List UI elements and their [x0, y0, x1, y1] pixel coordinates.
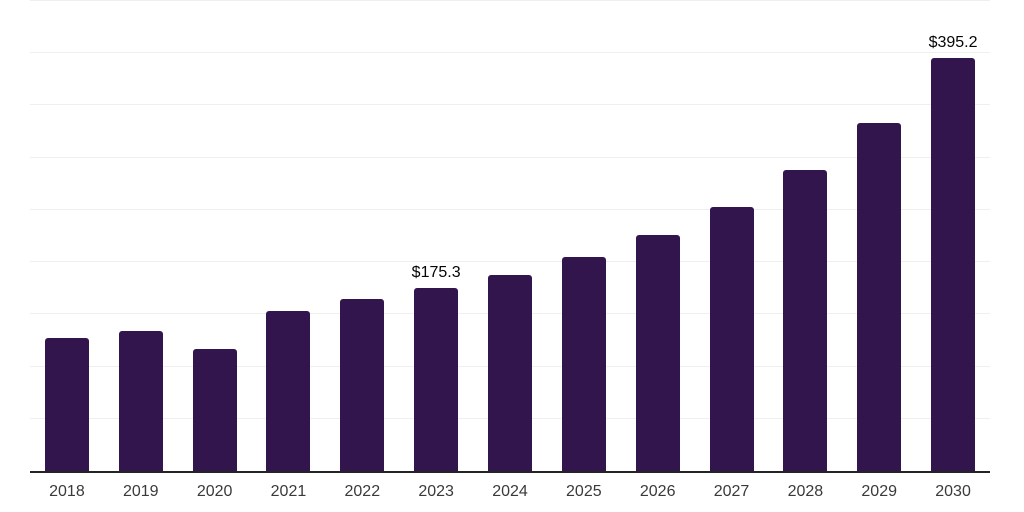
bar-2024 [487, 274, 532, 471]
bar-2030 [931, 58, 976, 471]
x-tick-label-2030: 2030 [935, 483, 971, 500]
bar-slot-2019 [104, 0, 178, 471]
gridline-400 [30, 52, 990, 54]
x-axis: 2018 2019 2020 2021 2022 2023 2024 2025 2026 2027… [30, 473, 990, 512]
bar-slot-2020 [178, 0, 252, 471]
bar-slot-2021 [252, 0, 326, 471]
x-tick-label-2021: 2021 [270, 483, 307, 500]
x-tick-label-2026: 2026 [639, 483, 676, 500]
bar-2028 [783, 169, 828, 471]
x-tick-label-2020: 2020 [196, 483, 233, 500]
gridline-300 [30, 156, 990, 158]
bar-2022 [340, 299, 385, 471]
bar-2023 [414, 287, 459, 471]
plot-area: $175.3 $395.2 [30, 0, 990, 473]
gridline-200 [30, 261, 990, 263]
bar-slot-2028 [768, 0, 842, 471]
x-tick-label-2019: 2019 [122, 483, 159, 500]
bar-slot-2025 [547, 0, 621, 471]
x-tick-label-2022: 2022 [344, 483, 381, 500]
x-tick-label-2024: 2024 [492, 483, 528, 500]
x-tick-label-2027: 2027 [713, 483, 750, 500]
x-tick-label-2028: 2028 [787, 483, 824, 500]
gridline-250 [30, 208, 990, 210]
x-tick-label-2029: 2029 [861, 483, 897, 500]
bar-2020 [192, 348, 237, 471]
bar-slot-2029 [842, 0, 916, 471]
x-tick-label-2018: 2018 [49, 483, 85, 500]
bar-2018 [44, 338, 89, 471]
value-label-2030: $395.2 [928, 34, 978, 52]
bar-2019 [118, 330, 163, 471]
x-tick-label-2023: 2023 [418, 483, 454, 500]
bar-2027 [709, 206, 754, 471]
gridline-450 [30, 0, 990, 1]
bar-2021 [266, 311, 311, 471]
bars-container: $175.3 $395.2 [30, 0, 990, 471]
gridline-350 [30, 104, 990, 106]
bar-slot-2027 [695, 0, 769, 471]
bar-slot-2023: $175.3 [399, 0, 473, 471]
bar-slot-2022 [325, 0, 399, 471]
bar-2025 [561, 256, 606, 471]
bar-slot-2030: $395.2 [916, 0, 990, 471]
bar-2026 [635, 234, 680, 471]
bar-slot-2024 [473, 0, 547, 471]
bar-2029 [857, 123, 902, 471]
value-label-2023: $175.3 [411, 263, 461, 281]
bar-slot-2018 [30, 0, 104, 471]
x-tick-label-2025: 2025 [566, 483, 602, 500]
bar-slot-2026 [621, 0, 695, 471]
